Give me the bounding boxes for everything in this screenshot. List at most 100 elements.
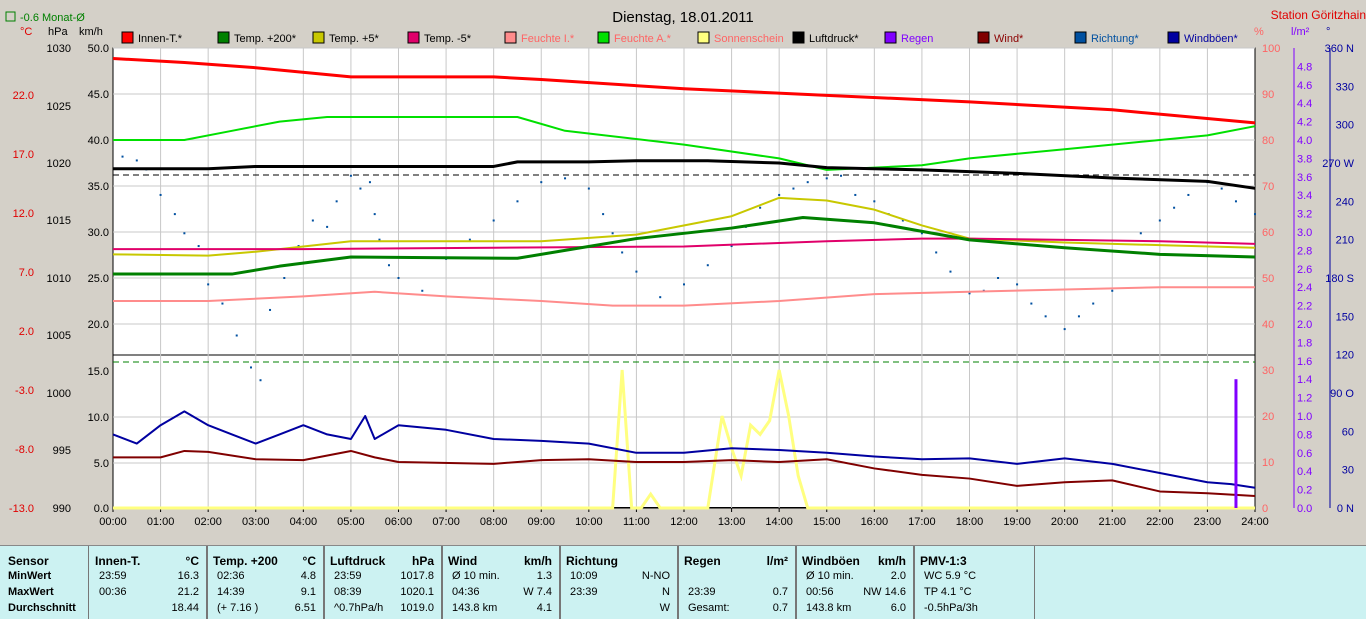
- stats-cell-value: 0.7: [772, 602, 788, 614]
- stats-column: Temp. +200 °C 02:36 4.8 14:39 9.1 (+ 7.16 ) 6.5…: [206, 546, 325, 619]
- direction-point: [602, 213, 605, 216]
- direction-point: [235, 334, 238, 337]
- rain-tick: 1.4: [1297, 374, 1312, 386]
- stats-cell-value: 4.1: [536, 602, 552, 614]
- legend-swatch: [977, 31, 990, 44]
- pressure-unit: hPa: [48, 26, 68, 38]
- legend-entry: Feuchte A.*: [614, 33, 672, 45]
- percent-unit: %: [1254, 26, 1264, 38]
- direction-point: [1044, 315, 1047, 318]
- direction-point: [759, 206, 762, 209]
- series-feuchte_i: [113, 286, 1255, 307]
- direction-point: [349, 174, 352, 177]
- stats-column-title: PMV-1:3: [920, 554, 967, 568]
- legend-entry: Temp. -5*: [424, 33, 472, 45]
- stats-column-title: Innen-T.: [95, 554, 141, 568]
- percent-tick: 80: [1262, 135, 1274, 147]
- stats-column: Richtung 10:09 N-NO 23:39 N W: [559, 546, 679, 619]
- hour-label: 03:00: [242, 516, 270, 528]
- percent-tick: 20: [1262, 411, 1274, 423]
- stats-column: Windböen km/h Ø 10 min. 2.0 00:56 NW 14.6 143.…: [795, 546, 915, 619]
- stats-column: Regen l/m² 23:39 0.7 Gesamt: 0.7: [677, 546, 797, 619]
- hour-label: 23:00: [1194, 516, 1222, 528]
- speed-unit: km/h: [79, 26, 103, 38]
- direction-point: [249, 366, 252, 369]
- stats-column-title: Richtung: [566, 554, 618, 568]
- direction-point: [397, 277, 400, 279]
- hour-label: 10:00: [575, 516, 603, 528]
- rain-tick: 2.8: [1297, 245, 1312, 257]
- stats-cell-time: (+ 7.16 ): [217, 602, 259, 614]
- legend-swatch: [697, 31, 710, 44]
- direction-point: [1220, 187, 1223, 190]
- direction-point: [935, 251, 938, 254]
- direction-point: [854, 193, 857, 196]
- rain-tick: 3.6: [1297, 172, 1312, 184]
- stats-column-unit: km/h: [523, 554, 552, 568]
- direction-point: [468, 238, 471, 241]
- stats-cell-time: Ø 10 min.: [806, 570, 854, 582]
- rain-tick: 0.2: [1297, 485, 1312, 497]
- stats-cell-time: 23:59: [99, 570, 127, 582]
- direction-point: [492, 219, 495, 222]
- direction-tick: 360 N: [1325, 43, 1354, 55]
- rain-tick: 0.8: [1297, 429, 1312, 441]
- temp-unit: °C: [20, 26, 32, 38]
- legend-swatch: [1074, 31, 1087, 44]
- legend-entry: Innen-T.*: [138, 33, 183, 45]
- hour-label: 12:00: [670, 516, 698, 528]
- direction-tick: 270 W: [1322, 158, 1354, 170]
- percent-tick: 60: [1262, 227, 1274, 239]
- series-windboeen: [112, 410, 1256, 489]
- rain-tick: 0.4: [1297, 466, 1312, 478]
- pressure-tick: 1000: [47, 388, 71, 400]
- legend-entry: Luftdruck*: [809, 33, 859, 45]
- legend-swatch: [217, 31, 230, 44]
- legend-swatch: [597, 31, 610, 44]
- direction-point: [621, 251, 624, 254]
- stats-cell-value: 18.44: [171, 602, 199, 614]
- direction-point: [1254, 213, 1256, 216]
- direction-tick: 180 S: [1325, 273, 1354, 285]
- stats-cell-value: N-NO: [641, 570, 670, 582]
- hour-label: 04:00: [290, 516, 318, 528]
- stats-column-title: Temp. +200: [213, 554, 278, 568]
- direction-point: [197, 245, 200, 248]
- stats-cell-time: -0.5hPa/3h: [924, 602, 978, 614]
- legend-entry: Sonnenschein: [714, 33, 784, 45]
- direction-point: [920, 232, 923, 235]
- direction-point: [378, 238, 381, 241]
- stats-cell-time: 143.8 km: [806, 602, 852, 614]
- percent-tick: 40: [1262, 319, 1274, 331]
- direction-tick: 90 O: [1330, 388, 1354, 400]
- rain-tick: 3.2: [1297, 209, 1312, 221]
- stats-cell-value: 16.3: [177, 570, 199, 582]
- stats-cell-time: 00:56: [806, 586, 834, 598]
- direction-point: [540, 181, 543, 184]
- direction-point: [421, 289, 424, 292]
- direction-point: [1139, 232, 1142, 235]
- speed-tick: 10.0: [88, 412, 109, 424]
- hour-label: 01:00: [147, 516, 175, 528]
- direction-point: [901, 219, 904, 222]
- rain-tick: 1.2: [1297, 393, 1312, 405]
- stats-column-unit: l/m²: [766, 554, 788, 568]
- legend-swatch: [792, 31, 805, 44]
- rain-tick: 3.8: [1297, 153, 1312, 165]
- pressure-tick: 1025: [47, 101, 71, 113]
- hour-label: 20:00: [1051, 516, 1079, 528]
- rain-tick: 4.0: [1297, 135, 1312, 147]
- direction-point: [1158, 219, 1161, 222]
- series-feuchte_a: [113, 116, 1256, 171]
- month-indicator-icon: [5, 11, 16, 22]
- direction-point: [1187, 193, 1190, 196]
- direction-point: [135, 159, 138, 162]
- direction-point: [564, 177, 567, 180]
- temp-tick: -13.0: [9, 503, 34, 515]
- stats-cell-time: 23:39: [688, 586, 716, 598]
- stats-column: Innen-T. °C 23:59 16.3 00:36 21.2 18.44: [88, 546, 208, 619]
- direction-point: [121, 155, 124, 158]
- hour-label: 24:00: [1241, 516, 1269, 528]
- series-tm5: [113, 237, 1256, 251]
- direction-point: [806, 181, 809, 184]
